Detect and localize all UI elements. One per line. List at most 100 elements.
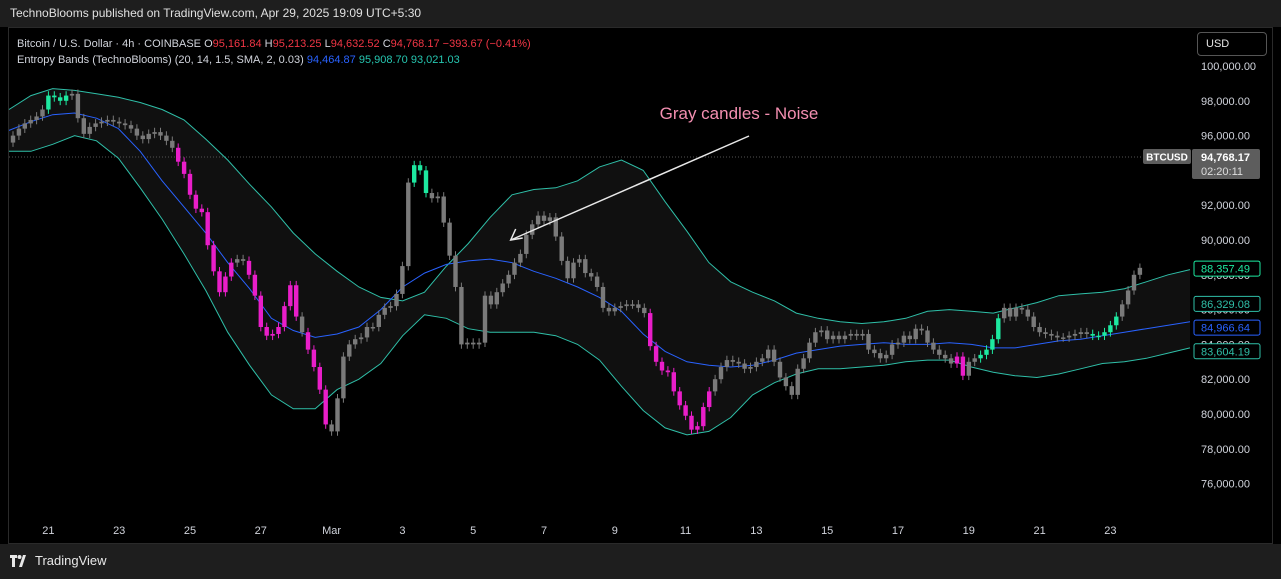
candle-body — [948, 358, 954, 364]
candle-body — [187, 173, 193, 195]
candle-body — [229, 262, 234, 277]
x-tick-label: 5 — [470, 525, 476, 537]
symbol-badge-label: BTCUSD — [1146, 153, 1188, 164]
close-value: 94,768.17 — [390, 38, 440, 50]
candle-body — [1125, 290, 1131, 305]
candle-body — [58, 97, 63, 101]
candle-body — [1043, 332, 1048, 334]
candle-body — [972, 358, 977, 362]
tradingview-logo-icon — [10, 554, 26, 567]
publish-header: TechnoBlooms published on TradingView.co… — [0, 0, 1281, 27]
currency-button[interactable]: USD — [1197, 32, 1267, 56]
candle-body — [1108, 325, 1113, 333]
x-tick-label: 23 — [1104, 525, 1116, 537]
candle-body — [1131, 274, 1137, 291]
candle-body — [648, 313, 653, 347]
tradingview-logo[interactable]: TradingView — [10, 553, 107, 568]
candle-body — [724, 360, 730, 368]
candle-body — [1037, 327, 1042, 333]
candle-body — [93, 123, 98, 127]
candle-body — [594, 276, 600, 287]
x-tick-label: 15 — [821, 525, 833, 537]
candle-body — [347, 344, 352, 357]
candle-body — [317, 367, 322, 390]
candle-body — [990, 339, 995, 350]
change-value: −393.67 (−0.41%) — [442, 38, 531, 50]
candle-body — [518, 253, 523, 263]
candle-body — [193, 194, 199, 209]
candle-body — [158, 132, 163, 136]
candle-body — [1025, 309, 1030, 317]
candle-body — [1137, 267, 1143, 275]
candle-body — [760, 358, 765, 362]
candle-body — [825, 330, 830, 340]
candle-body — [388, 306, 393, 308]
candle-body — [87, 126, 92, 134]
open-label: O — [204, 38, 213, 50]
x-tick-label: 23 — [113, 525, 125, 537]
candle-body — [258, 295, 263, 327]
x-tick-label: 13 — [750, 525, 762, 537]
candle-body — [459, 286, 464, 345]
candle-body — [140, 135, 145, 140]
symbol-label[interactable]: Bitcoin / U.S. Dollar · 4h · COINBASE — [17, 38, 201, 50]
indicator-price-text: 86,329.08 — [1201, 299, 1250, 311]
candle-body — [323, 389, 328, 425]
indicator-price-label — [1193, 343, 1261, 360]
candle-body — [16, 128, 22, 136]
candle-body — [718, 367, 724, 380]
candle-body — [494, 292, 499, 305]
x-tick-label: 9 — [612, 525, 618, 537]
candle-body — [63, 95, 69, 101]
candle-body — [69, 93, 75, 96]
candle-body — [524, 234, 529, 254]
candle-body — [848, 333, 853, 336]
candle-body — [742, 363, 747, 369]
candle-body — [471, 342, 476, 345]
candle-body — [541, 215, 547, 221]
candle-body — [335, 398, 340, 432]
y-tick-label: 92,000.00 — [1201, 200, 1250, 212]
candle-body — [294, 285, 299, 317]
y-tick-label: 100,000.00 — [1201, 61, 1256, 73]
candle-body — [406, 182, 411, 267]
candle-body — [730, 360, 735, 362]
candle-body — [170, 140, 175, 148]
candle-body — [695, 426, 700, 430]
last-price-value: 94,768.17 — [1201, 152, 1250, 164]
candle-body — [146, 133, 151, 140]
candle-body — [1102, 332, 1107, 336]
candle-body — [364, 327, 370, 338]
candle-body — [128, 125, 134, 129]
candle-body — [264, 327, 269, 336]
candle-body — [830, 335, 836, 340]
candle-body — [1055, 335, 1060, 338]
candle-body — [836, 335, 842, 340]
candle-body — [276, 327, 281, 334]
candle-body — [754, 361, 759, 368]
candle-body — [671, 372, 676, 392]
candle-body — [1031, 316, 1036, 327]
candle-body — [984, 349, 989, 355]
candle-body — [99, 121, 104, 124]
countdown-label: 02:20:11 — [1201, 166, 1243, 178]
annotation-arrow-line — [510, 135, 750, 241]
candle-body — [476, 342, 482, 345]
candle-body — [807, 342, 812, 359]
x-tick-label: 3 — [399, 525, 405, 537]
candle-body — [659, 361, 665, 371]
candle-body — [535, 215, 541, 225]
candle-body — [783, 377, 789, 387]
x-tick-label: 27 — [255, 525, 267, 537]
indicator-label[interactable]: Entropy Bands (TechnoBlooms) (20, 14, 1.… — [17, 54, 304, 66]
chart-legend: Bitcoin / U.S. Dollar · 4h · COINBASE O 9… — [17, 36, 531, 68]
candle-body — [589, 273, 594, 277]
candle-body — [122, 123, 128, 126]
candle-body — [712, 379, 718, 392]
candle-body — [205, 212, 210, 246]
candle-body — [246, 260, 252, 275]
candle-body — [872, 349, 877, 354]
candle-body — [943, 354, 948, 359]
candle-body — [925, 330, 930, 343]
